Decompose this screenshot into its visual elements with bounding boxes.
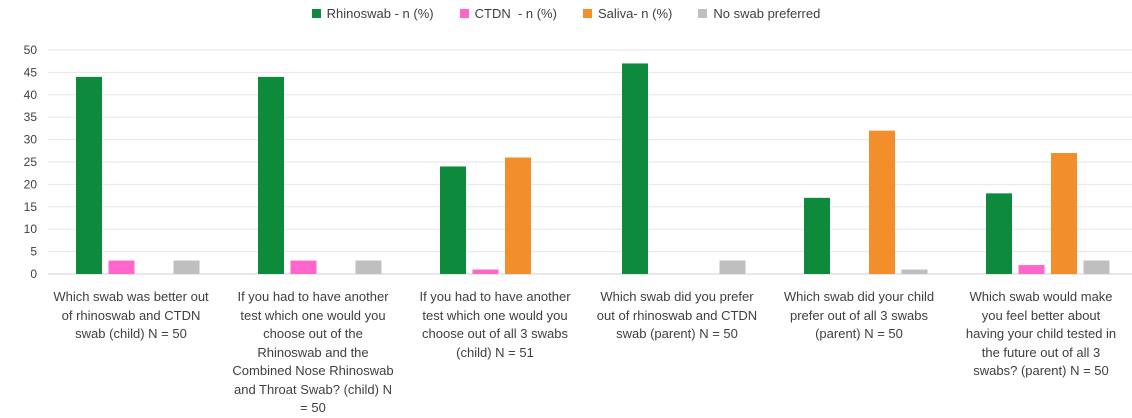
bar-3-0 <box>622 63 648 274</box>
y-tick-label: 45 <box>24 65 38 79</box>
bar-0-3 <box>173 260 200 274</box>
bar-0-0 <box>76 76 102 274</box>
x-category-label-line: Rhinoswab and the <box>257 344 369 360</box>
legend-swatch <box>459 9 469 18</box>
legend-swatch <box>582 9 592 18</box>
bar-5-0 <box>986 193 1012 274</box>
gridlines <box>48 49 1132 275</box>
x-category-label-line: having your child tested in <box>965 326 1117 341</box>
bar-3-3 <box>719 260 746 274</box>
x-category-label-line: and Throat Swab? (child) N <box>233 381 392 397</box>
x-category-label-line: the future out of all 3 <box>981 344 1101 360</box>
x-category-label: Which swab would make you feel better abo… <box>952 288 1130 381</box>
x-category-label-line: Which swab did you prefer <box>600 289 754 304</box>
x-category-label-line: choose out of the <box>263 326 363 341</box>
bar-2-2 <box>505 157 531 274</box>
x-category-label-line: test which one would you <box>422 307 568 323</box>
bar-5-1 <box>1018 265 1045 274</box>
y-axis: 0 5 10 15 20 25 30 35 40 45 50 <box>24 43 38 281</box>
legend-label: Rhinoswab - n (%) <box>326 6 434 21</box>
y-tick-label: 35 <box>24 110 38 124</box>
legend-label: Saliva- n (%) <box>597 6 673 21</box>
x-category-label-line: prefer out of all 3 swabs <box>789 307 929 323</box>
x-category-label-line: out of rhinoswab and CTDN <box>596 307 758 323</box>
legend-item-2: Saliva- n (%) <box>582 6 673 21</box>
bar-4-0 <box>804 197 830 274</box>
legend-item-1: CTDN - n (%) <box>459 6 557 21</box>
legend-label: CTDN - n (%) <box>474 6 557 21</box>
y-tick-label: 40 <box>24 88 38 102</box>
legend-swatch <box>698 9 708 18</box>
x-category-label-line: Which swab would make <box>969 289 1113 304</box>
x-category-label-line: choose out of all 3 swabs <box>422 326 568 341</box>
x-category-label-line: swab (parent) N = 50 <box>616 326 738 341</box>
bar-2-0 <box>440 166 466 274</box>
x-category-label-line: swabs? (parent) N = 50 <box>973 363 1109 378</box>
bar-0-1 <box>108 260 135 274</box>
x-category-label-line: swab (child) N = 50 <box>75 326 187 341</box>
x-category-label-line: you feel better about <box>981 307 1101 323</box>
bars <box>76 63 1110 274</box>
y-tick-label: 0 <box>30 267 37 281</box>
y-tick-label: 30 <box>24 133 38 147</box>
x-category-label: Which swab was better out of rhinoswab an… <box>42 288 220 344</box>
bar-1-3 <box>355 260 382 274</box>
x-category-label-line: Combined Nose Rhinoswab <box>232 363 394 378</box>
y-tick-label: 50 <box>24 43 38 57</box>
x-category-label-line: If you had to have another <box>419 289 571 304</box>
x-category-label-line: Which swab did your child <box>783 289 935 304</box>
x-category-label-line: Which swab was better out <box>53 289 209 304</box>
legend-item-3: No swab preferred <box>698 6 820 21</box>
bar-2-1 <box>472 269 499 274</box>
x-category-label-line: If you had to have another <box>237 289 389 304</box>
y-tick-label: 10 <box>24 222 38 236</box>
x-category-label: Which swab did you prefer out of rhinoswa… <box>588 288 766 344</box>
bar-4-3 <box>901 269 928 274</box>
x-category-label-line: test which one would you <box>240 307 386 323</box>
x-category-label-line: = 50 <box>300 400 326 415</box>
x-category-label: If you had to have another test which one… <box>406 288 584 362</box>
x-category-label: Which swab did your child prefer out of a… <box>770 288 948 344</box>
bar-5-2 <box>1051 153 1077 274</box>
bar-1-0 <box>258 76 284 274</box>
bar-4-2 <box>869 130 895 274</box>
legend-item-0: Rhinoswab - n (%) <box>311 6 434 21</box>
x-category-label-line: (child) N = 51 <box>456 344 534 360</box>
bar-1-1 <box>290 260 317 274</box>
x-category-label: If you had to have another test which one… <box>224 288 402 418</box>
legend: Rhinoswab - n (%) CTDN - n (%) Saliva- n (… <box>0 6 1132 21</box>
bar-5-3 <box>1083 260 1110 274</box>
x-category-label-line: of rhinoswab and CTDN <box>61 307 201 323</box>
y-tick-label: 20 <box>24 177 38 191</box>
legend-label: No swab preferred <box>713 6 821 21</box>
legend-swatch <box>311 9 321 18</box>
y-tick-label: 15 <box>24 200 38 214</box>
y-tick-label: 5 <box>30 245 37 259</box>
x-category-label-line: (parent) N = 50 <box>815 326 903 341</box>
y-tick-label: 25 <box>24 155 38 169</box>
